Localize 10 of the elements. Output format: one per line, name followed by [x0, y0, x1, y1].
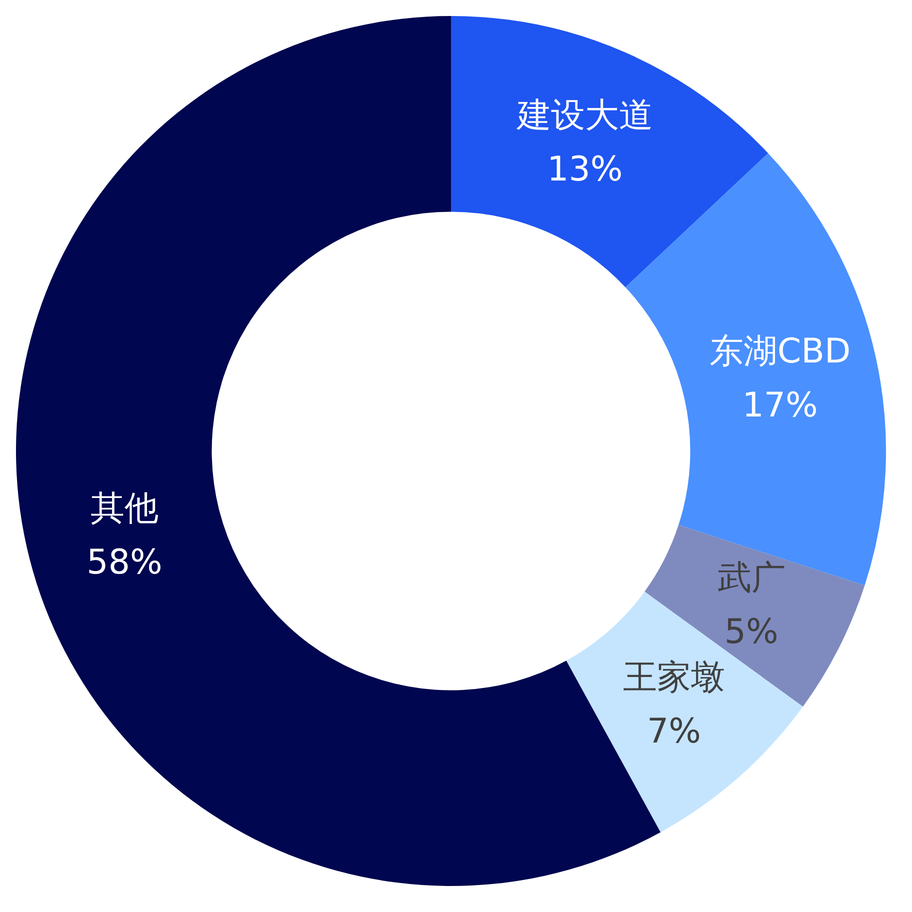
data-label: 5% [724, 612, 778, 652]
data-label: 7% [646, 712, 701, 752]
slice-label: 东湖CBD [709, 331, 851, 372]
slice-label: 其他 [90, 488, 158, 529]
slice-label: 王家墩 [622, 658, 725, 698]
slice-label: 建设大道 [516, 95, 653, 136]
data-label: 17% [742, 385, 818, 426]
slice-label: 武广 [717, 558, 786, 598]
data-label: 58% [86, 542, 162, 583]
data-label: 13% [547, 149, 623, 190]
